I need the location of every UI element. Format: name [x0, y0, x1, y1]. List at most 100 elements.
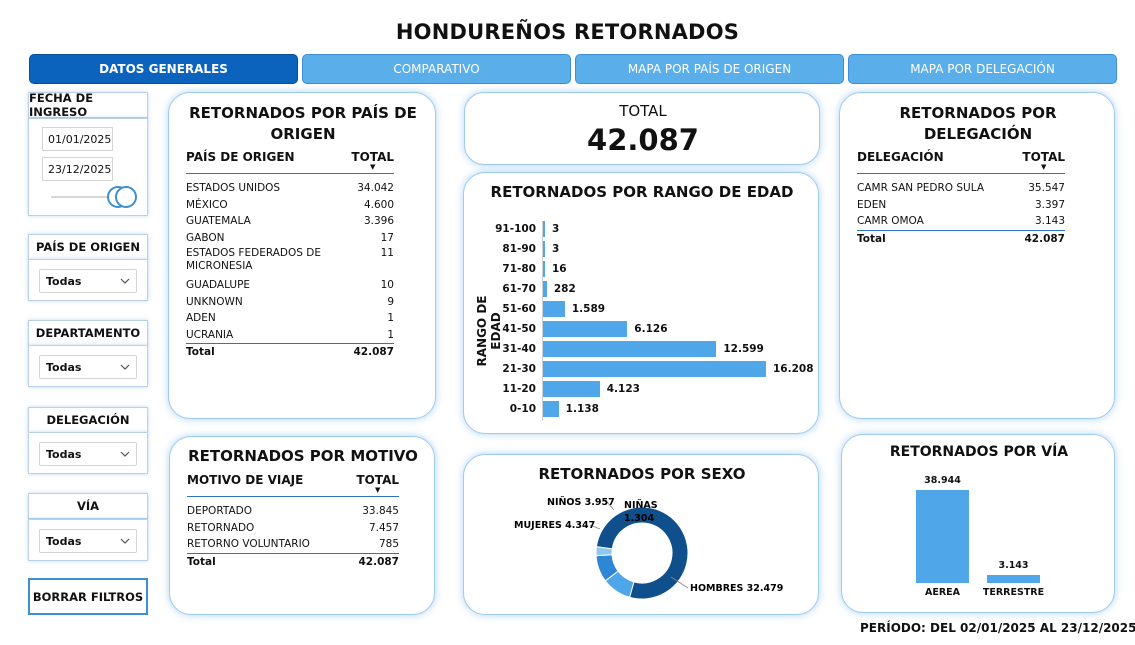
table-row[interactable]: EDEN 3.397 [857, 198, 1065, 211]
table-header: PAÍS DE ORIGEN TOTAL ▼ [186, 150, 394, 174]
edad-tick-label: 61-70 [502, 283, 536, 295]
table-row[interactable]: RETORNADO 7.457 [187, 521, 399, 534]
table-row[interactable]: ADEN 1 [186, 312, 394, 325]
delegacion-card: RETORNADOS POR DELEGACIÓN DELEGACIÓN TOT… [839, 92, 1115, 419]
sort-desc-icon: ▼ [375, 486, 381, 494]
edad-tick-label: 51-60 [502, 303, 536, 315]
col-total-header[interactable]: TOTAL ▼ [1022, 150, 1065, 171]
edad-bar[interactable] [543, 321, 628, 337]
edad-bar[interactable] [543, 301, 565, 317]
delegacion-filter: Todas [28, 432, 148, 474]
edad-tick-label: 81-90 [502, 243, 536, 255]
table-row[interactable]: ESTADOS FEDERADOS DE MICRONESIA 11 [186, 247, 394, 272]
delegacion-dropdown[interactable]: Todas [39, 442, 137, 466]
table-row[interactable]: CAMR OMOA 3.143 [857, 215, 1065, 228]
edad-data-label: 3 [552, 243, 560, 255]
col-pais-header[interactable]: PAÍS DE ORIGEN [186, 150, 295, 164]
edad-bar[interactable] [543, 281, 547, 297]
delegacion-filter-label: DELEGACIÓN [28, 407, 148, 433]
sexo-leader-line [589, 524, 601, 530]
pais-card-title: RETORNADOS POR PAÍS DE ORIGEN [189, 104, 417, 143]
sexo-data-label: NIÑOS 3.957 [547, 497, 615, 508]
sexo-slice-hombres[interactable] [595, 506, 689, 600]
tab-mapa-delegacion[interactable]: MAPA POR DELEGACIÓN [848, 54, 1117, 84]
table-row[interactable]: MÉXICO 4.600 [186, 198, 394, 211]
via-tick-label: TERRESTRE [982, 587, 1045, 598]
end-date-input[interactable]: 23/12/2025 [42, 157, 113, 181]
table-header: DELEGACIÓN TOTAL ▼ [857, 150, 1065, 174]
table-row[interactable]: UCRANIA 1 [186, 328, 394, 341]
edad-tick-label: 21-30 [502, 363, 536, 375]
edad-tick-label: 31-40 [502, 343, 536, 355]
departamento-dropdown-value: Todas [46, 360, 82, 374]
edad-data-label: 1.138 [565, 403, 599, 415]
edad-data-label: 282 [553, 283, 576, 295]
edad-bar[interactable] [543, 401, 559, 417]
departamento-filter: Todas [28, 345, 148, 387]
col-total-header[interactable]: TOTAL ▼ [356, 473, 399, 494]
pais-filter-label: PAÍS DE ORIGEN [28, 234, 148, 260]
table-row[interactable]: UNKNOWN 9 [186, 295, 394, 308]
edad-tick-label: 41-50 [502, 323, 536, 335]
tab-datos-generales[interactable]: DATOS GENERALES [29, 54, 298, 84]
table-total-row: Total 42.087 [186, 343, 394, 360]
col-total-header[interactable]: TOTAL ▼ [351, 150, 394, 171]
table-row[interactable]: RETORNO VOLUNTARIO 785 [187, 538, 399, 551]
edad-bar[interactable] [543, 221, 545, 237]
sexo-data-label: HOMBRES 32.479 [690, 583, 783, 594]
col-delegacion-header[interactable]: DELEGACIÓN [857, 150, 944, 164]
via-data-label: 3.143 [998, 560, 1029, 572]
edad-data-label: 4.123 [606, 383, 640, 395]
sexo-data-label: NIÑAS [624, 500, 658, 511]
fecha-filter: 01/01/2025 23/12/2025 [28, 118, 148, 216]
table-row[interactable]: GABON 17 [186, 231, 394, 244]
edad-axis-line [542, 221, 543, 421]
sexo-card: RETORNADOS POR SEXO HOMBRES 32.479 MUJERE… [463, 454, 819, 615]
col-motivo-header[interactable]: MOTIVO DE VIAJE [187, 473, 304, 487]
date-slider-end-handle[interactable] [115, 186, 137, 208]
departamento-dropdown[interactable]: Todas [39, 355, 137, 379]
pais-dropdown[interactable]: Todas [39, 269, 137, 293]
table-row[interactable]: CAMR SAN PEDRO SULA 35.547 [857, 182, 1065, 195]
table-row[interactable]: GUATEMALA 3.396 [186, 215, 394, 228]
via-bar[interactable] [916, 490, 969, 583]
edad-card: RETORNADOS POR RANGO DE EDAD RANGO DE ED… [463, 172, 819, 434]
edad-tick-label: 91-100 [495, 223, 536, 235]
sort-desc-icon: ▼ [1041, 163, 1047, 171]
tab-mapa-pais[interactable]: MAPA POR PAÍS DE ORIGEN [575, 54, 844, 84]
period-end: 23/12/2025 [1060, 621, 1135, 635]
sexo-slice-niñas[interactable] [595, 546, 613, 557]
edad-bar[interactable] [543, 341, 717, 357]
period-label: PERÍODO: DEL [860, 621, 956, 635]
tab-comparativo[interactable]: COMPARATIVO [302, 54, 571, 84]
start-date-input[interactable]: 01/01/2025 [42, 127, 113, 151]
table-header: MOTIVO DE VIAJE TOTAL ▼ [187, 473, 399, 497]
chevron-down-icon [120, 278, 130, 284]
motivo-table: MOTIVO DE VIAJE TOTAL ▼ DEPORTADO 33.845 R… [187, 473, 399, 570]
via-tick-label: AEREA [925, 587, 960, 598]
table-row[interactable]: GUADALUPE 10 [186, 279, 394, 292]
via-dropdown-value: Todas [46, 534, 82, 548]
edad-bar[interactable] [543, 381, 600, 397]
delegacion-table: DELEGACIÓN TOTAL ▼ CAMR SAN PEDRO SULA 35.… [857, 150, 1065, 247]
table-row[interactable]: ESTADOS UNIDOS 34.042 [186, 182, 394, 195]
via-dropdown[interactable]: Todas [39, 529, 137, 553]
table-total-row: Total 42.087 [857, 229, 1065, 247]
edad-bar[interactable] [543, 261, 545, 277]
clear-filters-button[interactable]: BORRAR FILTROS [28, 578, 148, 615]
departamento-filter-label: DEPARTAMENTO [28, 320, 148, 346]
total-label: TOTAL [619, 102, 667, 120]
via-bar[interactable] [987, 575, 1040, 583]
edad-tick-label: 0-10 [509, 403, 536, 415]
edad-bar[interactable] [543, 241, 545, 257]
fecha-filter-label: FECHA DE INGRESO [28, 91, 148, 119]
table-row[interactable]: DEPORTADO 33.845 [187, 505, 399, 518]
total-card: TOTAL 42.087 [464, 92, 820, 165]
total-value: 42.087 [587, 123, 699, 157]
edad-data-label: 16 [552, 263, 567, 275]
via-card: RETORNADOS POR VÍA 38.944 AEREA 3.143 TERRE… [841, 434, 1115, 613]
table-total-row: Total 42.087 [187, 552, 399, 570]
edad-bar[interactable] [543, 361, 766, 377]
delegacion-dropdown-value: Todas [46, 447, 82, 461]
via-filter-label: VÍA [28, 493, 148, 519]
